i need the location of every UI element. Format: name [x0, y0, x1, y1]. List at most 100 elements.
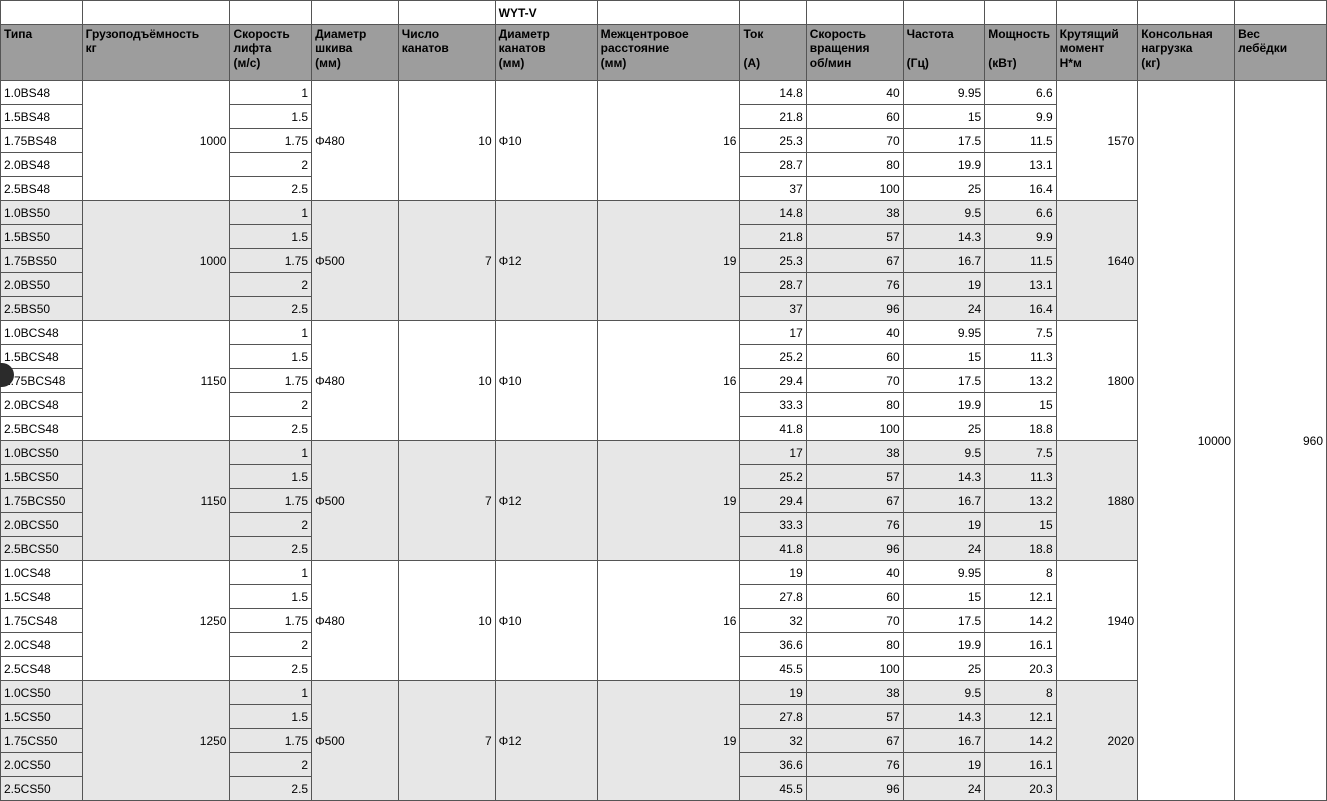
pulley-cell: Φ480 [312, 321, 399, 441]
speed-cell: 1.5 [230, 345, 312, 369]
column-header: Консольнаянагрузка(кг) [1138, 25, 1235, 81]
column-header: Типа [1, 25, 83, 81]
rope-diam-cell: Φ10 [495, 81, 597, 201]
kw-cell: 16.1 [985, 753, 1056, 777]
table-row: 1.0BCS4811501Φ48010Φ101617409.957.51800 [1, 321, 1327, 345]
amp-cell: 19 [740, 681, 806, 705]
hz-cell: 19.9 [903, 393, 985, 417]
center-dist-cell: 19 [597, 441, 740, 561]
speed-cell: 2.5 [230, 297, 312, 321]
rpm-cell: 80 [806, 393, 903, 417]
speed-cell: 2 [230, 153, 312, 177]
speed-cell: 1 [230, 81, 312, 105]
rpm-cell: 70 [806, 129, 903, 153]
hz-cell: 14.3 [903, 465, 985, 489]
winch-weight-cell: 960 [1235, 81, 1327, 801]
amp-cell: 21.8 [740, 105, 806, 129]
center-dist-cell: 16 [597, 321, 740, 441]
kw-cell: 13.1 [985, 153, 1056, 177]
rpm-cell: 60 [806, 105, 903, 129]
table-row: 1.0CS5012501Φ5007Φ121919389.582020 [1, 681, 1327, 705]
speed-cell: 2 [230, 273, 312, 297]
amp-cell: 25.2 [740, 465, 806, 489]
rope-diam-cell: Φ12 [495, 681, 597, 801]
center-dist-cell: 19 [597, 201, 740, 321]
hz-cell: 9.5 [903, 681, 985, 705]
speed-cell: 1 [230, 681, 312, 705]
rpm-cell: 57 [806, 465, 903, 489]
ropes-cell: 7 [398, 441, 495, 561]
kw-cell: 16.1 [985, 633, 1056, 657]
column-header: Грузоподъёмностькг [82, 25, 230, 81]
type-cell: 2.5BCS48 [1, 417, 83, 441]
console-load-cell: 10000 [1138, 81, 1235, 801]
hz-cell: 19 [903, 753, 985, 777]
kw-cell: 12.1 [985, 585, 1056, 609]
speed-cell: 1.75 [230, 489, 312, 513]
torque-cell: 1640 [1056, 201, 1138, 321]
speed-cell: 2 [230, 513, 312, 537]
hz-cell: 9.5 [903, 201, 985, 225]
column-header: Мощность(кВт) [985, 25, 1056, 81]
rope-diam-cell: Φ12 [495, 441, 597, 561]
speed-cell: 1.75 [230, 249, 312, 273]
hz-cell: 25 [903, 417, 985, 441]
amp-cell: 32 [740, 609, 806, 633]
speed-cell: 1.75 [230, 129, 312, 153]
amp-cell: 14.8 [740, 201, 806, 225]
hz-cell: 24 [903, 297, 985, 321]
load-cell: 1250 [82, 681, 230, 801]
type-cell: 2.0CS50 [1, 753, 83, 777]
kw-cell: 14.2 [985, 609, 1056, 633]
hz-cell: 14.3 [903, 225, 985, 249]
type-cell: 1.5BS48 [1, 105, 83, 129]
amp-cell: 27.8 [740, 705, 806, 729]
kw-cell: 13.2 [985, 489, 1056, 513]
header-row: ТипаГрузоподъёмностькгСкоростьлифта(м/с)… [1, 25, 1327, 81]
center-dist-cell: 19 [597, 681, 740, 801]
type-cell: 1.75BS50 [1, 249, 83, 273]
table-row: 1.0BS4810001Φ48010Φ101614.8409.956.61570… [1, 81, 1327, 105]
type-cell: 1.5BCS48 [1, 345, 83, 369]
kw-cell: 15 [985, 513, 1056, 537]
speed-cell: 1 [230, 201, 312, 225]
pulley-cell: Φ480 [312, 561, 399, 681]
amp-cell: 27.8 [740, 585, 806, 609]
hz-cell: 9.95 [903, 321, 985, 345]
rpm-cell: 57 [806, 705, 903, 729]
kw-cell: 20.3 [985, 777, 1056, 801]
column-header: Диаметршкива(мм) [312, 25, 399, 81]
ropes-cell: 10 [398, 561, 495, 681]
load-cell: 1000 [82, 81, 230, 201]
kw-cell: 13.2 [985, 369, 1056, 393]
torque-cell: 1570 [1056, 81, 1138, 201]
speed-cell: 1 [230, 321, 312, 345]
column-header: Числоканатов [398, 25, 495, 81]
amp-cell: 17 [740, 321, 806, 345]
type-cell: 1.5CS50 [1, 705, 83, 729]
column-header: Диаметрканатов(мм) [495, 25, 597, 81]
rope-diam-cell: Φ12 [495, 201, 597, 321]
rpm-cell: 40 [806, 81, 903, 105]
column-header: Ток(А) [740, 25, 806, 81]
type-cell: 2.0BS48 [1, 153, 83, 177]
type-cell: 1.75BCS50 [1, 489, 83, 513]
center-dist-cell: 16 [597, 81, 740, 201]
hz-cell: 19 [903, 513, 985, 537]
kw-cell: 16.4 [985, 177, 1056, 201]
type-cell: 2.5CS48 [1, 657, 83, 681]
hz-cell: 19.9 [903, 153, 985, 177]
amp-cell: 29.4 [740, 369, 806, 393]
amp-cell: 25.2 [740, 345, 806, 369]
amp-cell: 36.6 [740, 633, 806, 657]
speed-cell: 1 [230, 441, 312, 465]
speed-cell: 2.5 [230, 537, 312, 561]
speed-cell: 2.5 [230, 177, 312, 201]
amp-cell: 33.3 [740, 393, 806, 417]
rpm-cell: 100 [806, 177, 903, 201]
type-cell: 1.5BS50 [1, 225, 83, 249]
type-cell: 2.5CS50 [1, 777, 83, 801]
type-cell: 2.5BS50 [1, 297, 83, 321]
pulley-cell: Φ500 [312, 441, 399, 561]
column-header: Частота(Гц) [903, 25, 985, 81]
